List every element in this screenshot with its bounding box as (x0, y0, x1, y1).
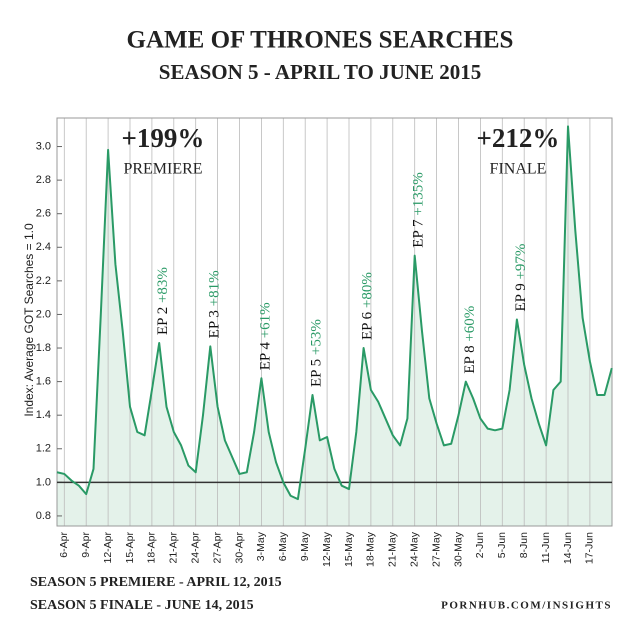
annotation-change: +199% (122, 123, 205, 153)
x-tick-label: 3-May (255, 531, 267, 561)
footer-line: SEASON 5 PREMIERE - APRIL 12, 2015 (30, 575, 282, 590)
x-tick-label: 11-Jun (540, 532, 552, 563)
annotation-label: FINALE (490, 161, 547, 178)
x-tick-label: 5-Jun (496, 532, 508, 558)
episode-annotation: EP 2 +83% (156, 267, 172, 335)
episode-change: +83% (156, 267, 172, 303)
episode-change: +60% (462, 306, 478, 342)
episode-annotation: EP 3 +81% (207, 270, 223, 338)
x-tick-label: 24-Apr (189, 531, 201, 563)
y-tick-label: 2.4 (36, 241, 51, 253)
x-tick-label: 21-May (387, 531, 399, 567)
y-tick-label: 3.0 (36, 140, 51, 152)
y-tick-label: 1.4 (36, 409, 51, 421)
y-tick-label: 2.8 (36, 174, 51, 186)
episode-label: EP 7 (411, 219, 427, 248)
x-tick-label: 30-Apr (233, 531, 245, 563)
y-tick-label: 2.0 (36, 308, 51, 320)
line (56, 125, 613, 501)
episode-annotation: EP 6 +80% (360, 272, 376, 340)
source: PORNHUB.COM/INSIGHTS (441, 600, 612, 612)
y-tick-label: 1.8 (36, 342, 51, 354)
x-tick-label: 6-Apr (58, 532, 70, 558)
x-tick-label: 18-Apr (146, 531, 158, 563)
plot-frame (56, 117, 613, 527)
y-tick-label: 2.6 (36, 208, 51, 220)
episode-annotation: EP 4 +61% (258, 302, 274, 370)
episode-annotation: EP 9 +97% (513, 244, 529, 312)
x-tick-label: 17-Jun (584, 532, 596, 564)
area (57, 126, 612, 526)
x-tick-label: 6-May (277, 531, 289, 561)
episode-label: EP 2 (156, 307, 172, 335)
episode-label: EP 3 (207, 310, 223, 338)
annotation-change: +212% (477, 123, 560, 153)
x-tick-label: 15-May (343, 531, 355, 567)
chart-title: GAME OF THRONES SEARCHES (127, 27, 514, 54)
episode-annotation: EP 7 +135% (411, 172, 427, 247)
x-tick-label: 9-May (299, 531, 311, 561)
y-tick-label: 0.8 (36, 510, 51, 522)
y-tick-label: 1.6 (36, 376, 51, 388)
episode-annotation: EP 5 +53% (309, 319, 325, 387)
episode-change: +81% (207, 270, 223, 306)
chart-subtitle: SEASON 5 - APRIL TO JUNE 2015 (159, 60, 481, 84)
episode-change: +97% (513, 244, 529, 280)
footer-line: SEASON 5 FINALE - JUNE 14, 2015 (30, 598, 254, 613)
x-tick-label: 30-May (452, 531, 464, 567)
x-tick-label: 24-May (408, 531, 420, 567)
x-tick-label: 21-Apr (168, 531, 180, 563)
x-tick-label: 18-May (365, 531, 377, 567)
episode-annotation: EP 8 +60% (462, 306, 478, 374)
x-tick-label: 8-Jun (518, 532, 530, 558)
episode-label: EP 9 (513, 283, 529, 311)
x-tick-label: 12-May (321, 531, 333, 567)
x-tick-label: 14-Jun (562, 532, 574, 564)
episode-label: EP 8 (462, 345, 478, 373)
y-tick-label: 1.0 (36, 476, 51, 488)
x-tick-label: 27-Apr (211, 531, 223, 563)
x-tick-label: 15-Apr (124, 531, 136, 563)
episode-change: +80% (360, 272, 376, 308)
episode-change: +61% (258, 302, 274, 338)
episode-change: +53% (309, 319, 325, 355)
x-tick-label: 27-May (430, 531, 442, 567)
episode-label: EP 5 (309, 359, 325, 387)
episode-label: EP 6 (360, 311, 376, 340)
annotation-label: PREMIERE (123, 161, 202, 178)
x-tick-label: 12-Apr (102, 531, 114, 563)
y-tick-label: 1.2 (36, 443, 51, 455)
x-tick-label: 9-Apr (80, 532, 92, 558)
y-axis-label: Index: Average GOT Searches = 1.0 (22, 223, 36, 417)
y-tick-label: 2.2 (36, 275, 51, 287)
episode-label: EP 4 (258, 342, 274, 371)
x-tick-label: 2-Jun (474, 532, 486, 558)
episode-change: +135% (411, 172, 427, 215)
